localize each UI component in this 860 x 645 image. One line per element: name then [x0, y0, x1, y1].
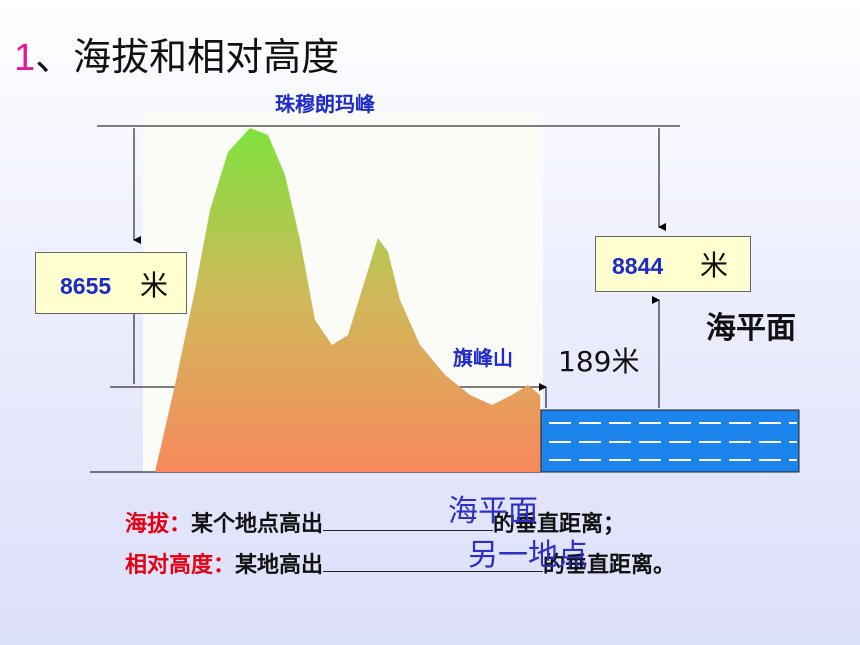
title-text: 、海拔和相对高度	[35, 35, 340, 79]
sea-waves	[549, 422, 797, 461]
relative-height-value: 8655	[60, 273, 112, 299]
altitude-text-post: 的垂直距离；	[493, 512, 626, 537]
altitude-value: 8844	[612, 253, 664, 279]
altitude-answer: 海平面	[448, 494, 538, 529]
altitude-text-pre: 某个地点高出	[191, 512, 324, 537]
relative-answer: 另一地点	[468, 538, 588, 573]
sea-level-label: 海平面	[706, 311, 796, 346]
relative-height-unit: 米	[140, 269, 169, 302]
relative-text-post: 的垂直距离。	[543, 553, 676, 578]
qifeng-label: 旗峰山	[453, 346, 513, 370]
title-number: 1	[14, 37, 36, 79]
mountain-shape	[155, 128, 542, 472]
altitude-blank	[323, 508, 494, 531]
relative-height-box: 8655 米	[35, 252, 187, 314]
altitude-unit: 米	[700, 249, 729, 282]
hill-height-label: 189米	[558, 345, 640, 378]
relative-term: 相对高度：	[125, 553, 236, 578]
altitude-term: 海拔：	[125, 512, 192, 537]
altitude-box: 8844 米	[595, 236, 751, 292]
relative-text-pre: 某地高出	[235, 553, 324, 578]
everest-label: 珠穆朗玛峰	[275, 92, 375, 116]
relative-definition: 相对高度：某地高出 的垂直距离。	[125, 547, 675, 579]
page-title: 1、海拔和相对高度	[14, 26, 339, 81]
altitude-definition: 海拔：某个地点高出 的垂直距离；	[125, 506, 625, 538]
relative-blank	[323, 549, 544, 572]
